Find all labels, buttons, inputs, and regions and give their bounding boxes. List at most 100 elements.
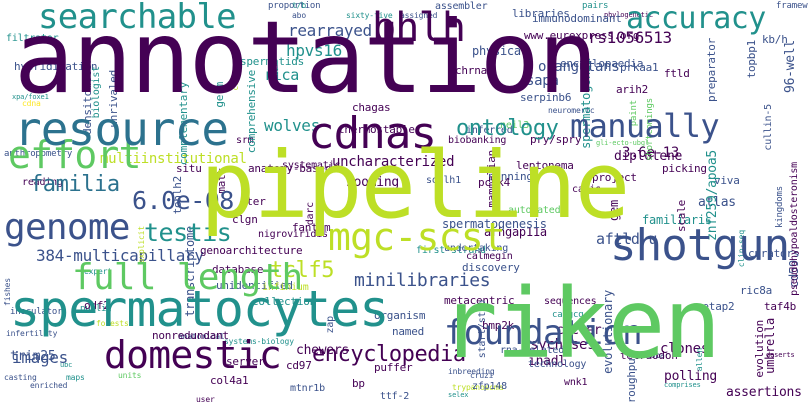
word: systematic [282,160,341,171]
word: immunodominant [532,12,622,25]
word: orangutans [538,59,620,75]
word: rearrayed [288,21,372,40]
word: hpvs16 [286,41,342,60]
word: cruzi [470,371,494,380]
word: metap2 [696,300,735,313]
word: tclf5 [270,258,335,283]
word: full length [72,257,303,298]
word: inbreeding [448,367,495,376]
word: canis [572,184,602,195]
word: tetraodon [620,349,678,362]
word: technology [528,359,587,370]
word: infinium [262,282,309,293]
word: gli-ecto-ubgl [596,139,649,147]
word: polling [664,369,717,384]
word: spermatogenesis [442,217,547,231]
word: anthropometry [4,149,73,159]
word: topbp1 [745,40,758,79]
word: arhgap11a [484,225,547,239]
word: psychoses [522,337,596,353]
word: pseudohypoaldosteronism [789,162,800,296]
word: bmp2k [482,319,515,332]
word: anatomy-based [248,162,332,175]
word: sixty-five [346,11,393,20]
word: aftld-u [596,230,658,248]
word: thermostable [338,123,415,136]
word: ftld [664,67,690,80]
word: maps [66,373,85,382]
word: clones [660,341,709,357]
word: cacgcg [552,310,584,320]
word: deserts [766,351,795,359]
word: project [592,171,637,184]
word: domestic [104,333,282,377]
word: calmegin [466,251,513,262]
word: assertions [726,385,802,400]
word: cdnas [308,108,437,159]
word: 384-multicapillary [36,246,204,265]
word: nigroviridis [258,229,328,240]
word: ric8a [740,284,773,297]
word: sequences [544,296,597,307]
word: casting [4,373,37,382]
word: serpinb6 [520,91,572,104]
word: inadl [528,354,566,369]
word: riken [440,268,721,380]
word: metacentric [444,294,515,307]
word: umbrella [763,318,777,374]
word: hybridization [14,60,98,73]
word: panning [488,170,533,183]
word: units [118,371,142,380]
word: 3.6e-13 [622,145,680,161]
word: taf4b [764,300,797,313]
word: resource [14,102,229,156]
word: preparator [705,38,718,103]
word: images [12,348,68,367]
word: first-strand [416,245,486,256]
word: mtnr1b [290,383,325,394]
word: ttf-2 [380,391,410,402]
word: atlas [698,195,736,210]
word: assigned [400,11,438,20]
word: user [196,395,215,404]
word: spermatocytes [10,280,389,338]
word: encyclopaedia [560,57,644,70]
word: trim25 [10,349,56,364]
word: biobanking [448,135,507,146]
word: neuromeric [548,106,595,115]
word: t/b [292,1,306,10]
word: comprises [664,381,701,389]
word: selex [448,391,469,399]
word: sohlh1 [426,175,461,186]
word: leptonema [516,159,574,172]
word: 96-well [783,40,798,93]
word: spermatids [240,55,305,68]
word: systems-biology [224,337,294,346]
word: server [226,355,265,368]
word: zooming [346,175,399,190]
word: ontology [456,116,559,141]
word: expert [84,267,112,276]
word: fantom [292,221,331,234]
word: neil3 [500,120,530,131]
word: frameworks [776,1,808,11]
word: pcsk4 [478,176,511,189]
word: multiinstitutional [100,151,247,167]
word: phylogenetic [604,11,653,19]
word: public [80,304,112,314]
word: database [212,263,264,276]
word: cd97 [286,359,312,372]
word: cullin-5 [763,104,774,151]
word: inferred [466,125,513,136]
word: lobar [646,351,670,360]
word: trypanosoma [452,383,504,392]
word: chagas [352,101,391,114]
word: zfp148 [472,381,507,392]
word: nonredundant [152,329,229,342]
word: foundation [444,313,643,353]
word: bhlh [372,5,466,51]
word: assembler [435,1,488,12]
word: uncharacterized [332,154,455,170]
word: pipeline [200,132,630,239]
